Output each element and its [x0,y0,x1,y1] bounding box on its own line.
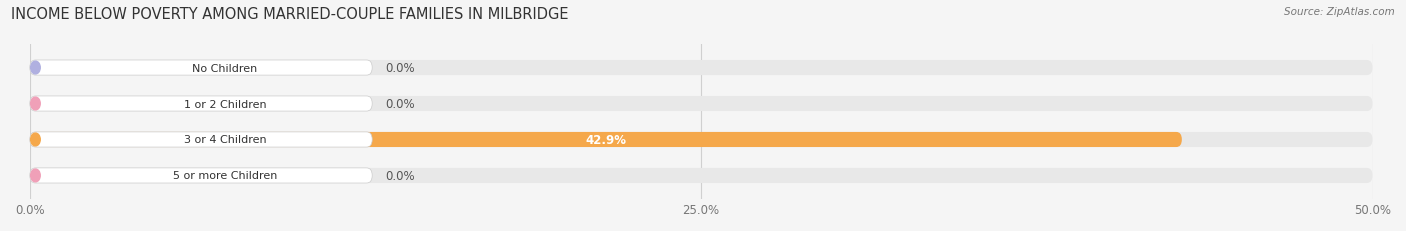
Text: 0.0%: 0.0% [385,169,415,182]
FancyBboxPatch shape [30,132,373,147]
FancyBboxPatch shape [30,61,373,76]
Text: 3 or 4 Children: 3 or 4 Children [184,135,266,145]
FancyBboxPatch shape [30,168,1372,183]
FancyBboxPatch shape [30,97,1372,112]
Text: 42.9%: 42.9% [585,134,626,146]
FancyBboxPatch shape [30,132,1182,147]
FancyBboxPatch shape [30,61,1372,76]
Text: 5 or more Children: 5 or more Children [173,171,277,181]
Text: INCOME BELOW POVERTY AMONG MARRIED-COUPLE FAMILIES IN MILBRIDGE: INCOME BELOW POVERTY AMONG MARRIED-COUPL… [11,7,569,22]
Circle shape [31,98,41,110]
FancyBboxPatch shape [30,168,373,183]
Text: No Children: No Children [193,63,257,73]
Circle shape [31,134,41,146]
Circle shape [31,169,41,182]
Text: Source: ZipAtlas.com: Source: ZipAtlas.com [1284,7,1395,17]
Circle shape [31,62,41,75]
Text: 0.0%: 0.0% [385,97,415,110]
FancyBboxPatch shape [30,132,1372,147]
Text: 1 or 2 Children: 1 or 2 Children [184,99,266,109]
Text: 0.0%: 0.0% [385,62,415,75]
FancyBboxPatch shape [30,97,373,112]
